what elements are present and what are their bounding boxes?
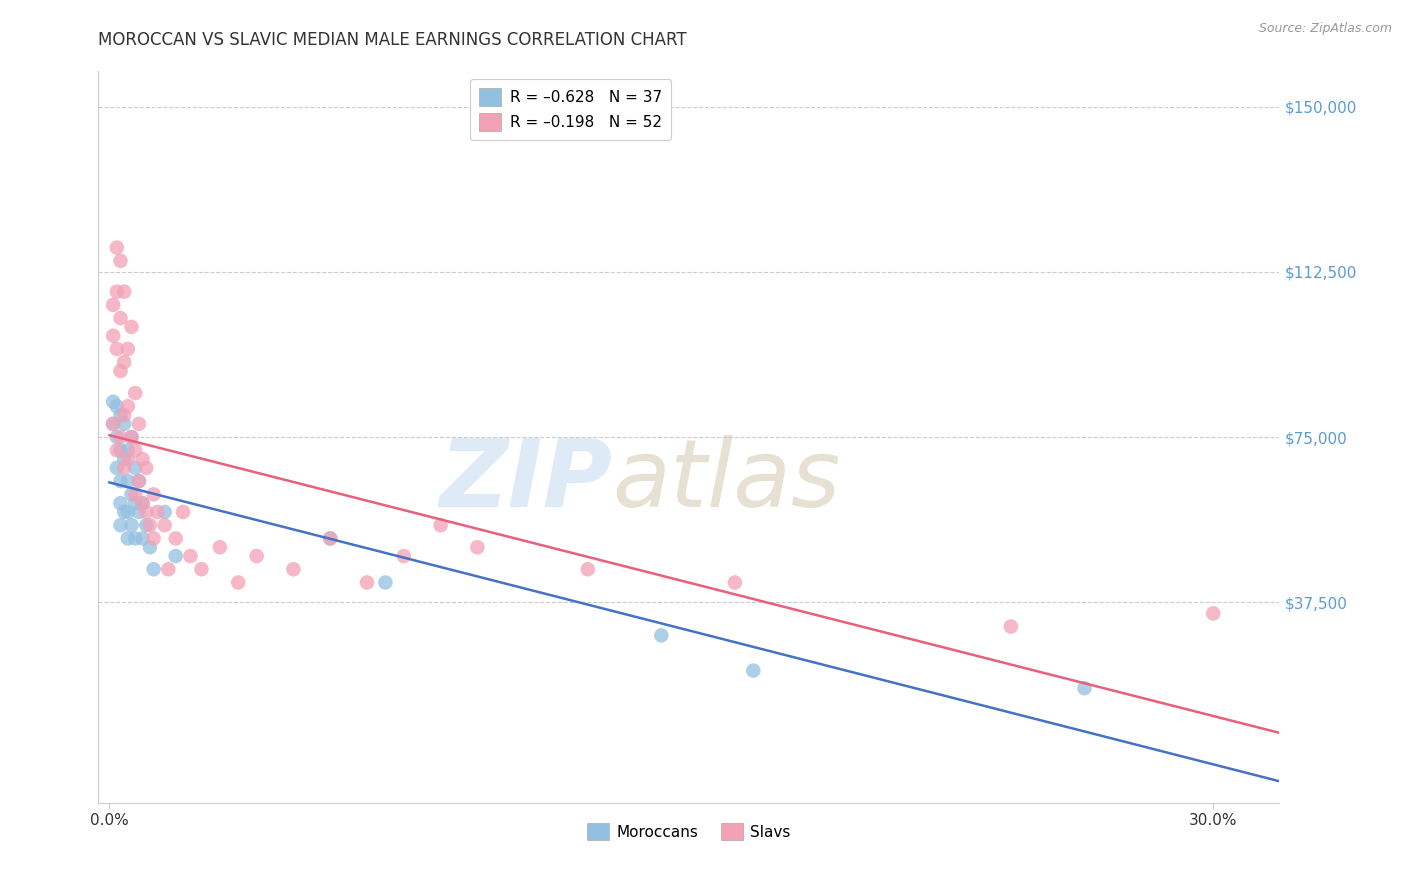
Point bbox=[101, 417, 124, 431]
Point bbox=[105, 342, 128, 356]
Point bbox=[319, 532, 342, 546]
Point bbox=[374, 575, 396, 590]
Point bbox=[110, 430, 132, 444]
Point bbox=[142, 487, 165, 501]
Point bbox=[110, 496, 132, 510]
Point bbox=[135, 505, 157, 519]
Point bbox=[124, 461, 146, 475]
Point bbox=[146, 505, 169, 519]
Point bbox=[429, 518, 451, 533]
Point bbox=[117, 474, 139, 488]
Point bbox=[142, 532, 165, 546]
Point bbox=[101, 298, 124, 312]
Point bbox=[117, 399, 139, 413]
Point bbox=[110, 311, 132, 326]
Point bbox=[650, 628, 672, 642]
Point bbox=[110, 474, 132, 488]
Point bbox=[190, 562, 212, 576]
Point bbox=[110, 253, 132, 268]
Point bbox=[179, 549, 201, 563]
Point bbox=[128, 417, 150, 431]
Text: MOROCCAN VS SLAVIC MEDIAN MALE EARNINGS CORRELATION CHART: MOROCCAN VS SLAVIC MEDIAN MALE EARNINGS … bbox=[98, 31, 688, 49]
Point bbox=[105, 443, 128, 458]
Point bbox=[121, 430, 143, 444]
Point bbox=[124, 496, 146, 510]
Point bbox=[105, 430, 128, 444]
Point bbox=[157, 562, 180, 576]
Point bbox=[319, 532, 342, 546]
Point bbox=[1073, 681, 1095, 696]
Point bbox=[208, 540, 231, 554]
Point bbox=[165, 549, 187, 563]
Text: ZIP: ZIP bbox=[439, 435, 612, 527]
Point bbox=[112, 408, 135, 422]
Point bbox=[121, 320, 143, 334]
Point bbox=[110, 443, 132, 458]
Point bbox=[117, 342, 139, 356]
Point bbox=[101, 417, 124, 431]
Point bbox=[392, 549, 415, 563]
Point bbox=[112, 461, 135, 475]
Point bbox=[101, 394, 124, 409]
Point bbox=[117, 452, 139, 467]
Point bbox=[112, 417, 135, 431]
Point bbox=[131, 496, 153, 510]
Point bbox=[131, 532, 153, 546]
Point bbox=[283, 562, 305, 576]
Point bbox=[128, 474, 150, 488]
Point bbox=[128, 505, 150, 519]
Point bbox=[128, 474, 150, 488]
Point bbox=[135, 461, 157, 475]
Point bbox=[139, 518, 162, 533]
Point bbox=[226, 575, 249, 590]
Point bbox=[131, 452, 153, 467]
Point bbox=[742, 664, 765, 678]
Point bbox=[110, 518, 132, 533]
Point bbox=[131, 496, 153, 510]
Text: Source: ZipAtlas.com: Source: ZipAtlas.com bbox=[1258, 22, 1392, 36]
Point bbox=[110, 408, 132, 422]
Point bbox=[112, 355, 135, 369]
Point bbox=[105, 399, 128, 413]
Text: atlas: atlas bbox=[612, 435, 841, 526]
Point bbox=[105, 241, 128, 255]
Point bbox=[105, 461, 128, 475]
Legend: Moroccans, Slavs: Moroccans, Slavs bbox=[581, 816, 797, 847]
Point bbox=[124, 386, 146, 401]
Point bbox=[1000, 619, 1022, 633]
Point bbox=[356, 575, 378, 590]
Point bbox=[724, 575, 747, 590]
Point bbox=[139, 540, 162, 554]
Point bbox=[121, 487, 143, 501]
Point bbox=[124, 487, 146, 501]
Point bbox=[1202, 607, 1225, 621]
Point bbox=[112, 285, 135, 299]
Point bbox=[117, 443, 139, 458]
Point bbox=[135, 518, 157, 533]
Point bbox=[124, 443, 146, 458]
Point bbox=[112, 452, 135, 467]
Point bbox=[124, 532, 146, 546]
Point bbox=[101, 328, 124, 343]
Point bbox=[153, 505, 176, 519]
Point bbox=[142, 562, 165, 576]
Point bbox=[576, 562, 599, 576]
Point bbox=[117, 532, 139, 546]
Point bbox=[467, 540, 489, 554]
Point bbox=[246, 549, 269, 563]
Point bbox=[153, 518, 176, 533]
Point bbox=[172, 505, 194, 519]
Point bbox=[121, 430, 143, 444]
Point bbox=[112, 505, 135, 519]
Point bbox=[110, 364, 132, 378]
Point bbox=[117, 505, 139, 519]
Point bbox=[105, 285, 128, 299]
Point bbox=[165, 532, 187, 546]
Point bbox=[121, 518, 143, 533]
